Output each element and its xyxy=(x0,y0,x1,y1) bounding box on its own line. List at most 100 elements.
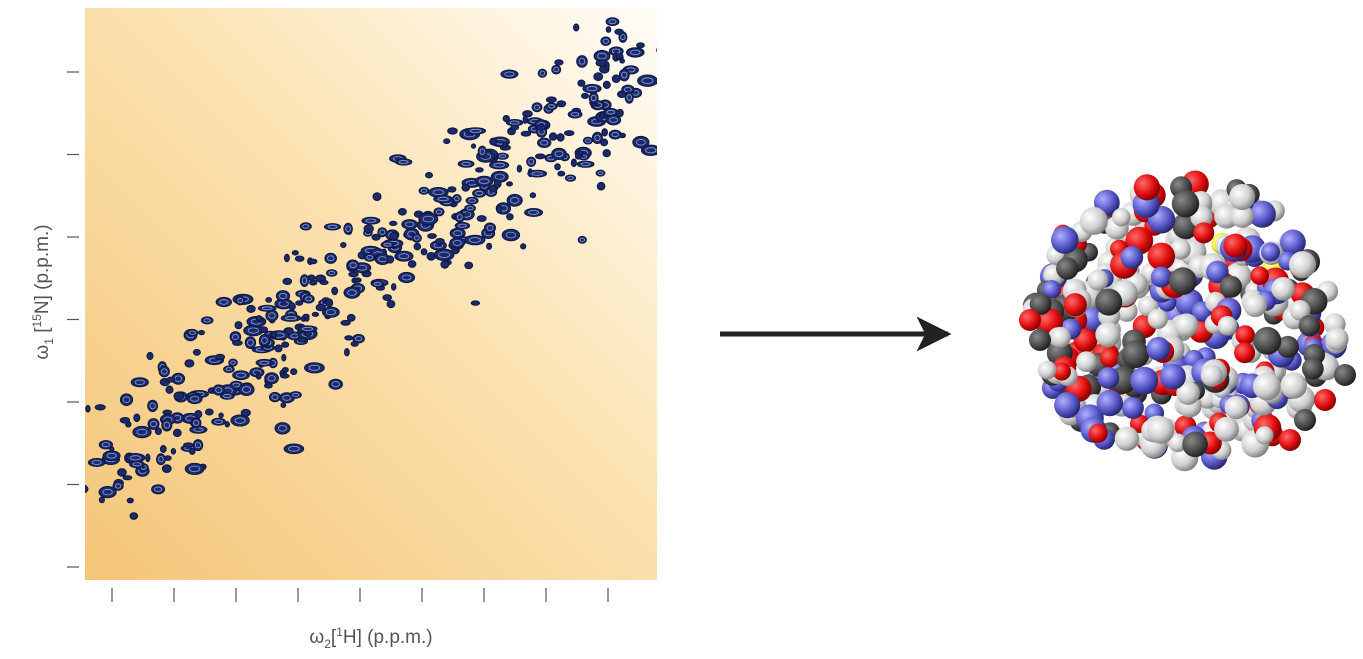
peak xyxy=(455,211,465,223)
peak-contour xyxy=(609,117,618,123)
peak xyxy=(537,137,552,149)
atom xyxy=(1076,351,1097,372)
atom xyxy=(1217,316,1238,336)
peak-contour xyxy=(223,393,232,399)
peak-contour xyxy=(302,224,310,229)
peak xyxy=(380,241,395,249)
peak xyxy=(567,110,583,119)
peak xyxy=(389,231,399,241)
peak xyxy=(184,462,205,475)
peak xyxy=(299,222,312,231)
peak xyxy=(234,321,243,330)
peak xyxy=(85,484,89,494)
peak xyxy=(615,53,624,60)
atom xyxy=(1171,190,1200,218)
peak-contour xyxy=(215,387,223,393)
peak-contour xyxy=(438,251,451,258)
peak xyxy=(323,223,342,231)
peak-contour xyxy=(611,132,619,138)
peak xyxy=(315,303,326,312)
atom xyxy=(1087,269,1109,291)
peak-contour xyxy=(621,71,628,79)
peak-contour xyxy=(189,465,201,473)
peak-contour xyxy=(413,235,420,241)
atom xyxy=(1063,293,1087,317)
peak-contour xyxy=(237,297,243,304)
peak-contour xyxy=(567,176,574,181)
peak xyxy=(545,102,558,111)
atom xyxy=(1214,416,1239,442)
peak xyxy=(197,330,206,336)
atom xyxy=(1112,208,1131,227)
peak-contour xyxy=(466,206,474,211)
peak xyxy=(535,124,547,131)
peak xyxy=(577,79,586,87)
peak xyxy=(165,385,174,394)
peak xyxy=(151,484,166,495)
peak xyxy=(218,412,224,419)
peak xyxy=(614,28,624,35)
peak xyxy=(240,408,251,417)
peak xyxy=(457,160,475,168)
peak xyxy=(192,439,204,452)
peak xyxy=(595,59,607,67)
peak xyxy=(158,365,170,378)
peak xyxy=(211,417,227,426)
peak-contour xyxy=(234,417,246,424)
peak-contour xyxy=(398,253,410,260)
peak xyxy=(170,448,177,455)
atom xyxy=(1243,293,1267,318)
atom xyxy=(1050,326,1071,348)
peak xyxy=(238,383,255,396)
peak xyxy=(264,372,280,385)
atom xyxy=(1224,396,1248,420)
peak xyxy=(246,304,256,313)
peak xyxy=(470,143,477,149)
peak xyxy=(190,417,202,429)
peak-contour xyxy=(365,218,377,223)
peak xyxy=(346,259,360,271)
spectrum-peaks xyxy=(85,17,657,520)
peak-contour xyxy=(606,109,615,115)
peak xyxy=(258,326,269,334)
peak xyxy=(270,331,278,339)
peak-contour xyxy=(531,171,543,176)
atom xyxy=(1334,364,1356,386)
peak xyxy=(348,271,359,278)
peak-contour xyxy=(475,190,484,196)
peak xyxy=(215,296,233,308)
atom xyxy=(1234,342,1256,364)
peak xyxy=(228,358,238,367)
atom xyxy=(1147,416,1175,444)
peak-contour xyxy=(288,445,300,452)
peak-contour xyxy=(468,198,476,203)
peak-contour xyxy=(247,339,254,347)
peak xyxy=(98,496,106,504)
atom xyxy=(1294,409,1316,431)
peak-contour xyxy=(158,456,164,463)
peak xyxy=(156,453,166,466)
peak-contour xyxy=(379,229,386,235)
peak-contour xyxy=(261,306,273,311)
peak-contour xyxy=(486,224,494,231)
peak xyxy=(343,222,353,235)
peak xyxy=(570,158,578,168)
peak xyxy=(370,280,385,288)
peak-contour xyxy=(509,120,520,125)
peak xyxy=(576,160,595,168)
peak xyxy=(618,68,630,82)
peak xyxy=(183,442,194,448)
peak-contour xyxy=(636,138,646,146)
peak-contour xyxy=(590,94,597,102)
peak xyxy=(389,220,398,226)
peak xyxy=(290,368,298,376)
peak xyxy=(377,227,388,238)
atom xyxy=(1099,347,1120,368)
peak xyxy=(119,393,134,407)
peak-contour xyxy=(435,209,443,215)
peak xyxy=(433,248,455,262)
peak xyxy=(554,163,561,171)
peak xyxy=(283,443,305,455)
peak-contour xyxy=(626,94,632,101)
peak-contour xyxy=(528,159,534,165)
